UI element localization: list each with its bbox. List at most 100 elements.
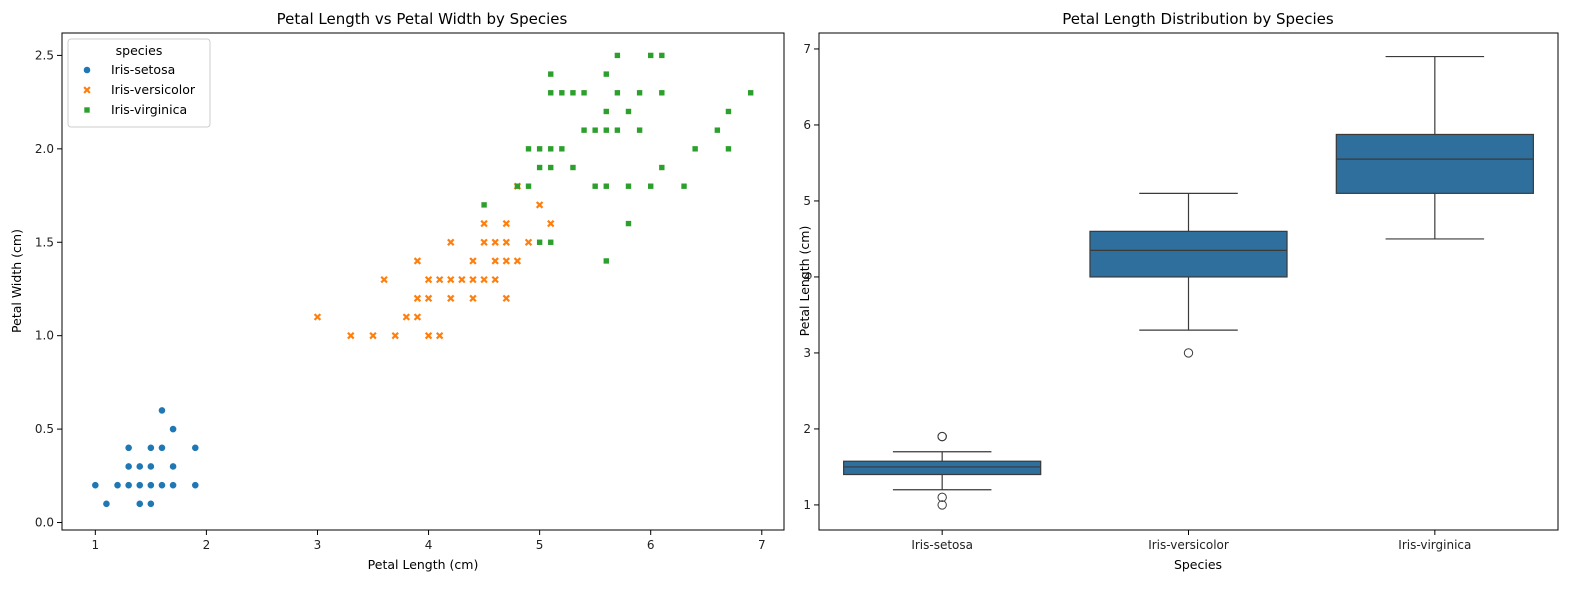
scatter-point (692, 146, 698, 152)
scatter-point (524, 238, 533, 246)
scatter-point (469, 294, 477, 302)
scatter-ylabel: Petal Width (cm) (9, 229, 24, 333)
boxplot-ytick-label: 5 (803, 194, 811, 208)
scatter-point (648, 52, 654, 59)
scatter-point (659, 90, 665, 96)
scatter-point (146, 462, 155, 471)
scatter-point (581, 90, 587, 96)
scatter-point (113, 481, 122, 490)
scatter-point (535, 201, 544, 209)
box-outlier (937, 431, 947, 442)
legend-marker (83, 86, 91, 94)
scatter-point (146, 499, 155, 508)
scatter-frame (61, 32, 785, 531)
scatter-point (469, 257, 477, 265)
boxplot-xlabel: Species (1174, 557, 1222, 572)
scatter-point (391, 332, 399, 340)
legend-frame (67, 38, 211, 128)
scatter-point (625, 108, 632, 115)
scatter-point (514, 183, 521, 189)
scatter-point (158, 443, 166, 452)
boxplot-xtick-label: Iris-virginica (1398, 538, 1471, 552)
scatter-point (681, 183, 687, 189)
box-iris-virginica (1335, 55, 1534, 240)
scatter-point (191, 481, 200, 490)
scatter-point (536, 164, 543, 171)
scatter-xtick-label: 5 (536, 538, 544, 552)
scatter-point (502, 238, 510, 246)
legend-entry-label: Iris-versicolor (111, 82, 196, 97)
scatter-point (135, 481, 144, 490)
scatter-point (570, 90, 576, 96)
boxplot-ytick-label: 6 (803, 118, 811, 132)
boxplot-ytick-label: 1 (803, 498, 811, 512)
scatter-point (158, 406, 166, 415)
scatter-point (592, 127, 598, 133)
scatter-point (536, 146, 543, 152)
box-outlier (937, 492, 947, 503)
scatter-point (480, 275, 488, 284)
scatter-title: Petal Length vs Petal Width by Species (277, 10, 568, 28)
scatter-point (413, 313, 422, 321)
scatter-point (102, 499, 111, 508)
scatter-ytick-label: 0.5 (35, 422, 54, 436)
scatter-point (659, 164, 665, 171)
scatter-point (124, 462, 133, 471)
scatter-point (548, 146, 554, 152)
scatter-point (559, 90, 565, 96)
scatter-point (191, 443, 200, 452)
scatter-point (124, 481, 133, 490)
scatter-point (91, 481, 100, 490)
scatter-point (725, 146, 732, 152)
scatter-ytick-label: 2.0 (35, 142, 54, 156)
scatter-point (447, 238, 455, 246)
scatter-point (525, 183, 532, 189)
scatter-panel: Petal Length vs Petal Width by Species P… (9, 10, 785, 572)
scatter-legend: species Iris-setosa Iris-versicolor Iris-v… (67, 38, 211, 128)
box-outlier (1183, 348, 1194, 358)
boxplot-title: Petal Length Distribution by Species (1062, 10, 1334, 28)
scatter-point (725, 108, 732, 115)
scatter-ytick-label: 1.0 (35, 329, 54, 343)
scatter-point (603, 258, 609, 264)
legend-marker (83, 66, 91, 74)
scatter-xtick-label: 4 (425, 538, 433, 552)
box-iqr (1089, 230, 1288, 278)
scatter-point (614, 90, 621, 96)
boxplot-ytick-label: 2 (803, 422, 811, 436)
scatter-point (402, 313, 411, 321)
scatter-point (714, 127, 721, 133)
scatter-point (592, 183, 598, 189)
scatter-point (135, 462, 144, 471)
legend-marker (84, 107, 90, 113)
scatter-point (158, 481, 166, 490)
scatter-point (636, 90, 643, 96)
scatter-point (603, 127, 609, 133)
scatter-point (491, 275, 499, 284)
scatter-point (513, 257, 522, 265)
scatter-point (480, 238, 488, 246)
scatter-point (603, 108, 609, 115)
scatter-point (435, 275, 444, 284)
scatter-xtick-label: 1 (92, 538, 100, 552)
boxplot-ytick-label: 3 (803, 346, 811, 360)
scatter-point (581, 127, 587, 133)
scatter-point (447, 275, 455, 284)
scatter-point (659, 52, 665, 59)
scatter-point (625, 220, 632, 227)
scatter-point (347, 332, 355, 340)
scatter-xtick-label: 7 (758, 538, 766, 552)
scatter-point (491, 238, 499, 246)
scatter-point (614, 52, 621, 59)
scatter-point (491, 257, 499, 265)
scatter-plot-area (91, 52, 754, 508)
scatter-point (614, 127, 621, 133)
boxplot-panel: Petal Length Distribution by Species Spe… (797, 10, 1559, 572)
scatter-point (481, 202, 487, 208)
scatter-point (559, 146, 565, 152)
scatter-point (169, 425, 177, 434)
scatter-point (480, 219, 488, 228)
scatter-point (469, 275, 477, 284)
scatter-point (146, 481, 155, 490)
